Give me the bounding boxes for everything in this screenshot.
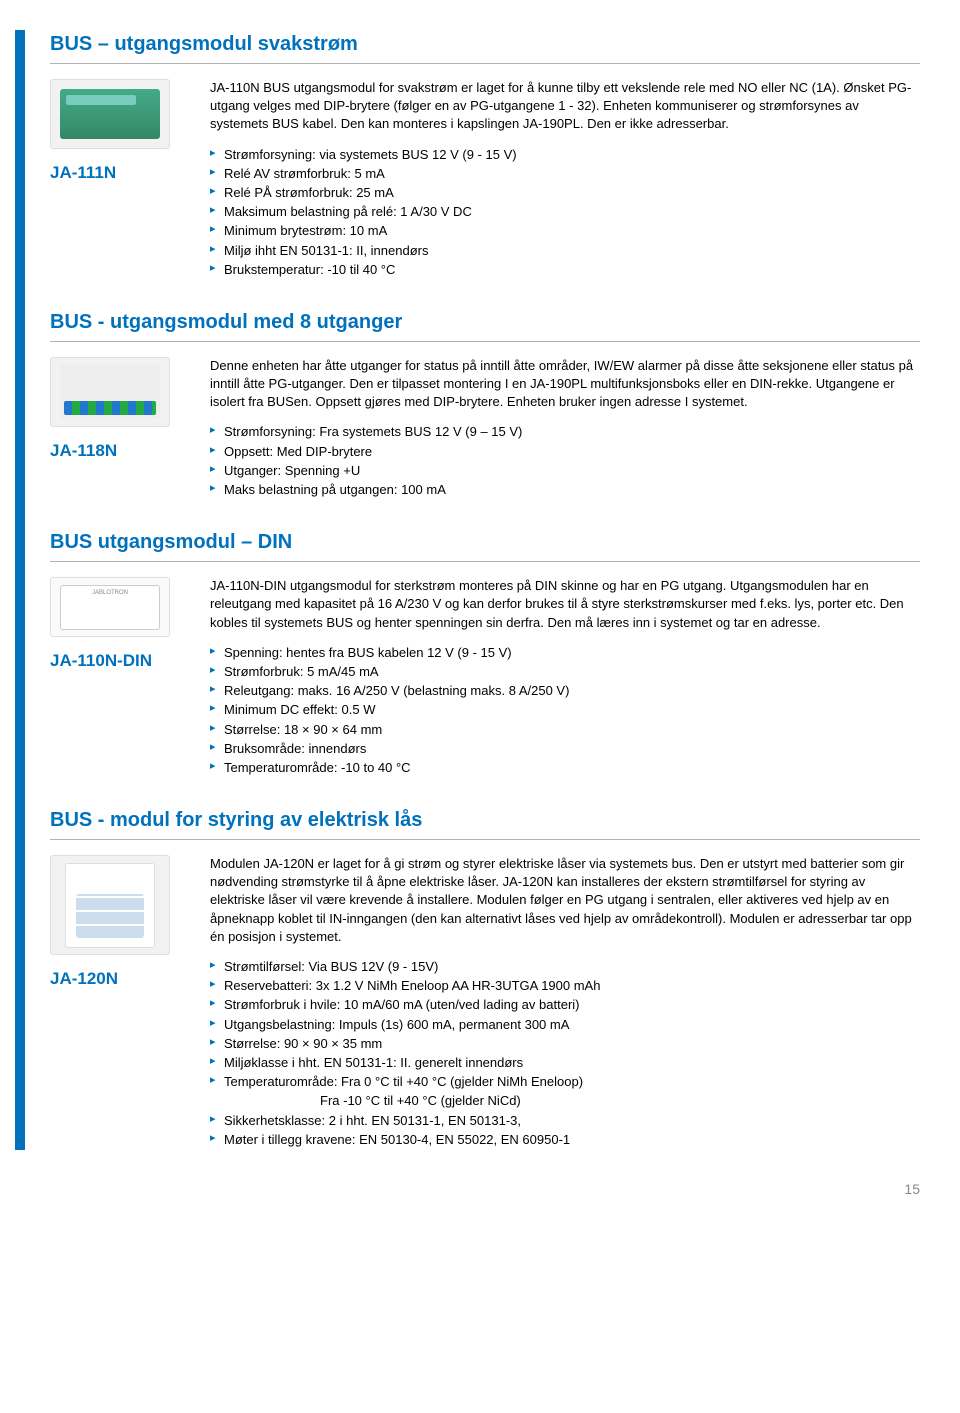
spec-item: Størrelse: 90 × 90 × 35 mm (210, 1035, 920, 1053)
left-col: JA-111N (50, 79, 190, 280)
left-col: JA-118N (50, 357, 190, 500)
spec-list: Strømforsyning: via systemets BUS 12 V (… (210, 146, 920, 279)
section-heading: BUS - utgangsmodul med 8 utganger (50, 308, 920, 342)
spec-item: Strømforsyning: Fra systemets BUS 12 V (… (210, 423, 920, 441)
section-body: JA-111N JA-110N BUS utgangsmodul for sva… (50, 79, 920, 280)
spec-list: Spenning: hentes fra BUS kabelen 12 V (9… (210, 644, 920, 777)
right-col: JA-110N BUS utgangsmodul for svakstrøm e… (210, 79, 920, 280)
section-heading: BUS - modul for styring av elektrisk lås (50, 806, 920, 840)
spec-item: Miljø ihht EN 50131-1: II, innendørs (210, 242, 920, 260)
section-din: BUS utgangsmodul – DIN JA-110N-DIN JA-11… (50, 528, 920, 778)
description: JA-110N BUS utgangsmodul for svakstrøm e… (210, 79, 920, 134)
section-body: JA-110N-DIN JA-110N-DIN utgangsmodul for… (50, 577, 920, 778)
spec-item: Størrelse: 18 × 90 × 64 mm (210, 721, 920, 739)
spec-item: Maksimum belastning på relé: 1 A/30 V DC (210, 203, 920, 221)
spec-item: Reservebatteri: 3x 1.2 V NiMh Eneloop AA… (210, 977, 920, 995)
product-image (50, 855, 170, 955)
spec-item: Minimum DC effekt: 0.5 W (210, 701, 920, 719)
product-image (50, 577, 170, 637)
spec-item: Strømtilførsel: Via BUS 12V (9 - 15V) (210, 958, 920, 976)
left-col: JA-110N-DIN (50, 577, 190, 778)
spec-item: Miljøklasse i hht. EN 50131-1: II. gener… (210, 1054, 920, 1072)
spec-item: Minimum brytestrøm: 10 mA (210, 222, 920, 240)
section-body: JA-120N Modulen JA-120N er laget for å g… (50, 855, 920, 1150)
spec-item: Maks belastning på utgangen: 100 mA (210, 481, 920, 499)
product-code: JA-118N (50, 439, 190, 463)
spec-item: Sikkerhetsklasse: 2 i hht. EN 50131-1, E… (210, 1112, 920, 1130)
spec-item: Spenning: hentes fra BUS kabelen 12 V (9… (210, 644, 920, 662)
spec-item: Utganger: Spenning +U (210, 462, 920, 480)
spec-item: Relé AV strømforbruk: 5 mA (210, 165, 920, 183)
section-heading: BUS – utgangsmodul svakstrøm (50, 30, 920, 64)
description: Denne enheten har åtte utganger for stat… (210, 357, 920, 412)
left-col: JA-120N (50, 855, 190, 1150)
spec-item: Strømforbruk i hvile: 10 mA/60 mA (uten/… (210, 996, 920, 1014)
right-col: JA-110N-DIN utgangsmodul for sterkstrøm … (210, 577, 920, 778)
spec-item: Brukstemperatur: -10 til 40 °C (210, 261, 920, 279)
section-heading: BUS utgangsmodul – DIN (50, 528, 920, 562)
spec-item: Temperaturområde: -10 to 40 °C (210, 759, 920, 777)
description: JA-110N-DIN utgangsmodul for sterkstrøm … (210, 577, 920, 632)
right-col: Modulen JA-120N er laget for å gi strøm … (210, 855, 920, 1150)
right-col: Denne enheten har åtte utganger for stat… (210, 357, 920, 500)
product-image (50, 79, 170, 149)
product-image (50, 357, 170, 427)
spec-item: Releutgang: maks. 16 A/250 V (belastning… (210, 682, 920, 700)
description: Modulen JA-120N er laget for å gi strøm … (210, 855, 920, 946)
spec-item: Strømforbruk: 5 mA/45 mA (210, 663, 920, 681)
section-svakstrom: BUS – utgangsmodul svakstrøm JA-111N JA-… (50, 30, 920, 280)
spec-text: Temperaturområde: Fra 0 °C til +40 °C (g… (224, 1074, 583, 1089)
page-number: 15 (15, 1180, 920, 1200)
spec-subline: Fra -10 °C til +40 °C (gjelder NiCd) (320, 1092, 920, 1110)
product-code: JA-120N (50, 967, 190, 991)
section-body: JA-118N Denne enheten har åtte utganger … (50, 357, 920, 500)
spec-item: Utgangsbelastning: Impuls (1s) 600 mA, p… (210, 1016, 920, 1034)
spec-item: Møter i tillegg kravene: EN 50130-4, EN … (210, 1131, 920, 1149)
product-code: JA-110N-DIN (50, 649, 190, 673)
product-code: JA-111N (50, 161, 190, 185)
section-8utganger: BUS - utgangsmodul med 8 utganger JA-118… (50, 308, 920, 500)
spec-item: Oppsett: Med DIP-brytere (210, 443, 920, 461)
spec-list: Strømtilførsel: Via BUS 12V (9 - 15V) Re… (210, 958, 920, 1149)
spec-item: Relé PÅ strømforbruk: 25 mA (210, 184, 920, 202)
spec-item: Temperaturområde: Fra 0 °C til +40 °C (g… (210, 1073, 920, 1110)
spec-item: Bruksområde: innendørs (210, 740, 920, 758)
spec-item: Strømforsyning: via systemets BUS 12 V (… (210, 146, 920, 164)
spec-list: Strømforsyning: Fra systemets BUS 12 V (… (210, 423, 920, 499)
section-elektrisk-las: BUS - modul for styring av elektrisk lås… (50, 806, 920, 1150)
